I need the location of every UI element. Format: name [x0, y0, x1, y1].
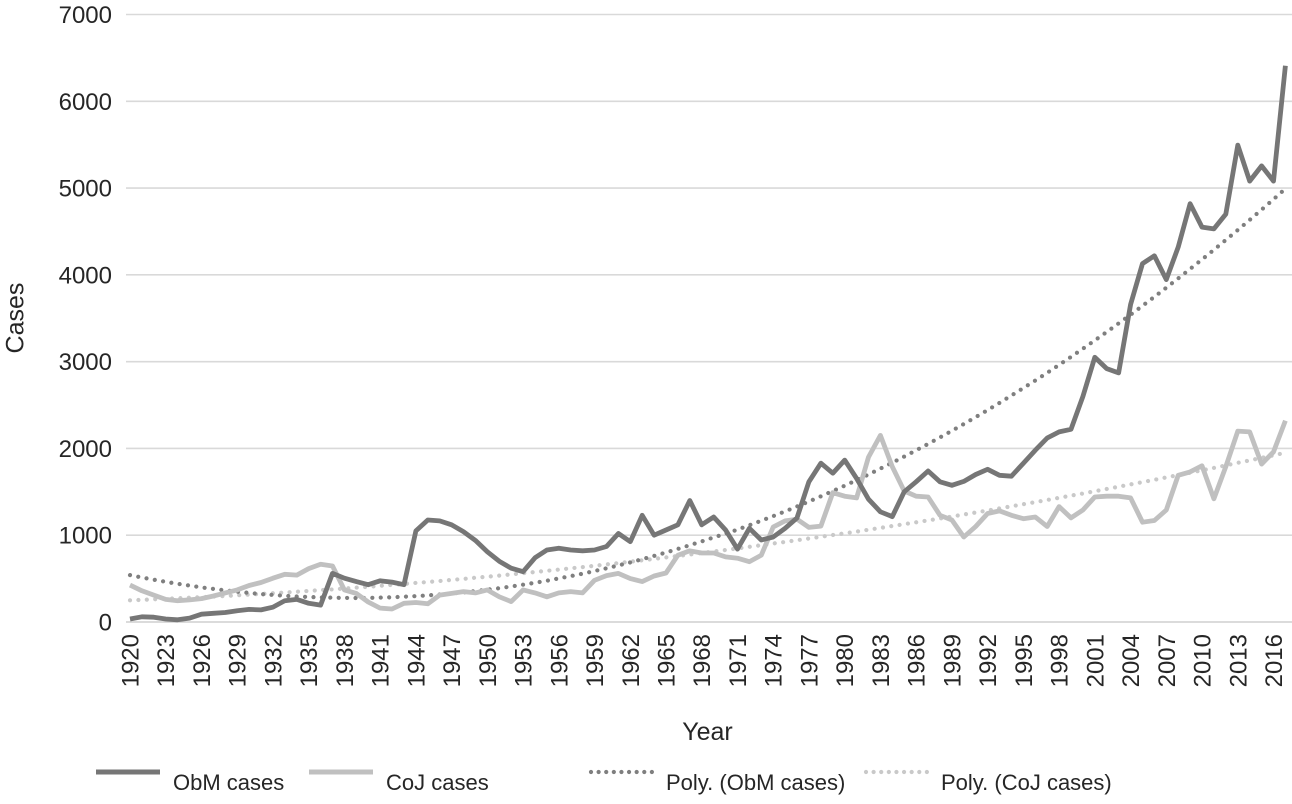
poly-coj-trendline — [127, 450, 1288, 603]
x-tick-label: 1923 — [153, 634, 180, 687]
x-tick-label: 1944 — [403, 634, 430, 687]
legend-item-poly-obm: Poly. (ObM cases) — [588, 766, 845, 800]
x-axis-title: Year — [682, 718, 733, 746]
y-tick-label: 6000 — [59, 89, 112, 116]
x-tick-label: 2004 — [1118, 634, 1145, 687]
y-tick-label: 0 — [99, 610, 112, 637]
x-tick-label: 1950 — [475, 634, 502, 687]
y-tick-label: 2000 — [59, 436, 112, 463]
x-tick-label: 1920 — [118, 634, 145, 687]
poly-obm-trendline — [127, 186, 1288, 601]
x-tick-label: 2016 — [1261, 634, 1288, 687]
x-tick-label: 1989 — [939, 634, 966, 687]
x-tick-label: 1941 — [368, 634, 395, 687]
x-tick-label: 2001 — [1082, 634, 1109, 687]
coj-cases-line — [128, 419, 1288, 612]
legend-item-obm-cases: ObM cases — [95, 766, 284, 800]
x-tick-label: 1986 — [904, 634, 931, 687]
x-tick-label: 2007 — [1154, 634, 1181, 687]
x-tick-label: 2013 — [1225, 634, 1252, 687]
x-tick-label: 1998 — [1047, 634, 1074, 687]
x-tick-label: 1935 — [296, 634, 323, 687]
legend-label-poly-coj: Poly. (CoJ cases) — [941, 770, 1112, 795]
legend-item-coj-cases: CoJ cases — [308, 766, 489, 800]
coj-line-swatch — [308, 769, 374, 789]
x-tick-label: 1962 — [618, 634, 645, 687]
y-tick-label: 1000 — [59, 523, 112, 550]
x-tick-label: 1953 — [511, 634, 538, 687]
x-tick-label: 1938 — [332, 634, 359, 687]
poly-coj-dotted-swatch — [863, 769, 929, 789]
x-tick-label: 1932 — [260, 634, 287, 687]
x-tick-label: 1980 — [832, 634, 859, 687]
legend-label-coj: CoJ cases — [386, 770, 489, 795]
x-tick-label: 1929 — [225, 634, 252, 687]
x-tick-label: 1995 — [1011, 634, 1038, 687]
x-tick-label: 1968 — [689, 634, 716, 687]
obm-line-swatch — [95, 769, 161, 789]
y-tick-label: 5000 — [59, 176, 112, 203]
x-tick-label: 1959 — [582, 634, 609, 687]
x-tick-label: 1956 — [546, 634, 573, 687]
x-tick-label: 1983 — [868, 634, 895, 687]
y-tick-label: 4000 — [59, 262, 112, 289]
x-tick-label: 1977 — [796, 634, 823, 687]
x-tick-label: 1992 — [975, 634, 1002, 687]
x-tick-label: 1947 — [439, 634, 466, 687]
legend: ObM cases CoJ cases Poly. (ObM cases) Po… — [0, 766, 1292, 802]
y-tick-label: 3000 — [59, 349, 112, 376]
legend-item-poly-coj: Poly. (CoJ cases) — [863, 766, 1112, 800]
x-tick-label: 1974 — [761, 634, 788, 687]
x-tick-label: 1971 — [725, 634, 752, 687]
poly-obm-dotted-swatch — [588, 769, 654, 789]
y-axis-title: Cases — [1, 282, 30, 354]
y-tick-label: 7000 — [59, 2, 112, 29]
legend-label-poly-obm: Poly. (ObM cases) — [666, 770, 846, 795]
obm-cases-line — [129, 65, 1288, 623]
x-tick-label: 2010 — [1190, 634, 1217, 687]
x-tick-label: 1926 — [189, 634, 216, 687]
legend-label-obm: ObM cases — [173, 770, 285, 795]
x-tick-label: 1965 — [654, 634, 681, 687]
